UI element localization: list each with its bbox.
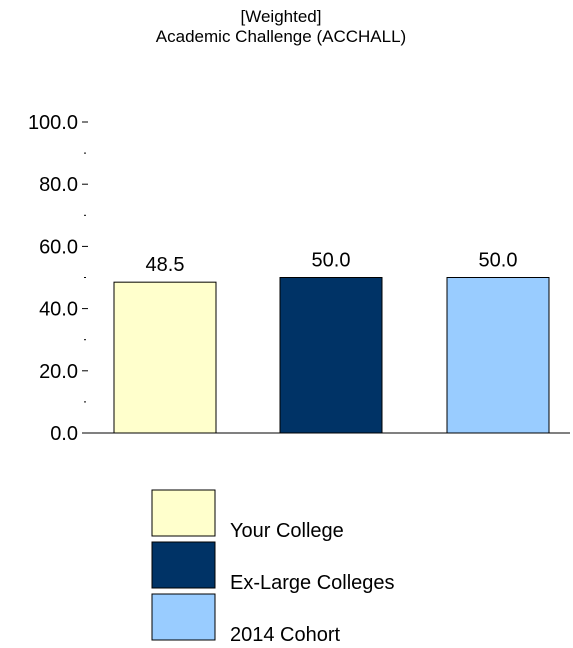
y-tick-label: 40.0: [39, 299, 78, 321]
y-tick-label: 20.0: [39, 361, 78, 383]
y-tick-label: 60.0: [39, 236, 78, 258]
bar-series: 48.5 50.0 50.0: [113, 250, 550, 434]
chart-title-line-2: Academic Challenge (ACCHALL): [156, 27, 406, 46]
legend-label: Your College: [230, 520, 344, 542]
legend-swatch: [151, 489, 216, 537]
bar-value-label: 50.0: [479, 250, 518, 272]
y-tick-label: 80.0: [39, 174, 78, 196]
bar: [279, 277, 383, 434]
legend-label: Ex-Large Colleges: [230, 572, 395, 594]
chart-title-line-1: [Weighted]: [241, 7, 322, 26]
y-tick-label: 0.0: [50, 423, 78, 445]
bar: [113, 281, 217, 434]
legend-swatch: [151, 593, 216, 641]
bar-value-label: 50.0: [312, 250, 351, 272]
legend: Your College Ex-Large Colleges 2014 Cohort: [151, 489, 395, 646]
bar: [446, 277, 550, 434]
legend-swatch: [151, 541, 216, 589]
legend-label: 2014 Cohort: [230, 624, 341, 646]
y-axis: 0.0 20.0 40.0 60.0 80.0 100.0: [28, 112, 570, 445]
bar-value-label: 48.5: [146, 254, 185, 276]
y-tick-label: 100.0: [28, 112, 78, 134]
